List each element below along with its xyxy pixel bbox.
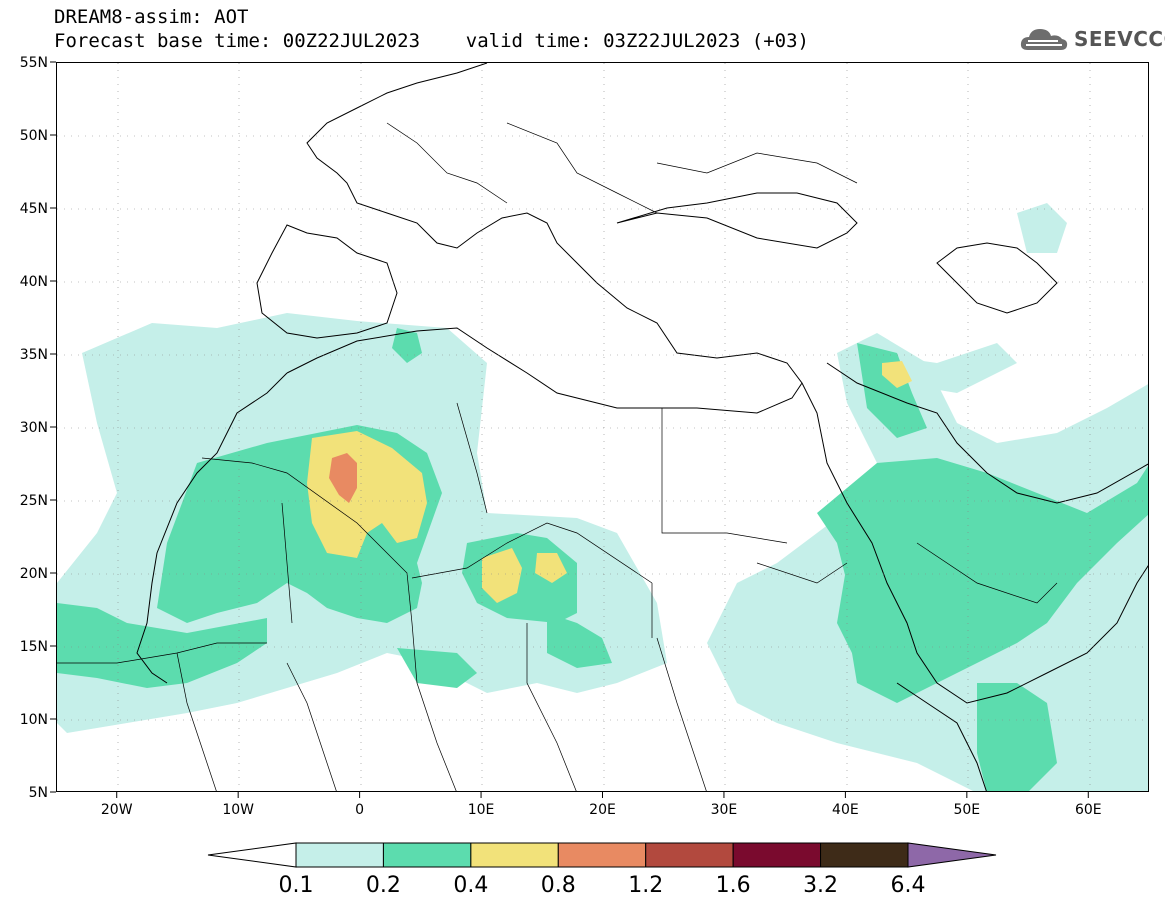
colorbar-segment: [820, 842, 909, 868]
colorbar-label: 0.4: [453, 873, 488, 898]
colorbar-label: 0.1: [279, 873, 314, 898]
colorbar-high-arrow: [907, 842, 997, 868]
logo-text: SEEVCCC: [1074, 27, 1165, 51]
seevccc-logo: SEEVCCC: [1018, 24, 1165, 54]
lon-label: 10W: [222, 802, 254, 818]
lon-label: 60E: [1075, 802, 1102, 818]
colorbar-segment: [645, 842, 734, 868]
colorbar-label: 0.2: [366, 873, 401, 898]
lat-label: 5N: [29, 785, 48, 801]
aot-map: [57, 63, 1148, 791]
lat-label: 35N: [20, 347, 48, 363]
country-borders: [57, 122, 1058, 791]
colorbar-low-arrow: [207, 842, 297, 868]
lat-label: 40N: [20, 274, 48, 290]
colorbar-segment: [470, 842, 559, 868]
map-title: DREAM8-assim: AOT: [54, 6, 249, 28]
colorbar-label: 1.2: [628, 873, 663, 898]
lat-label: 50N: [20, 128, 48, 144]
forecast-time-line: Forecast base time: 00Z22JUL2023 valid t…: [54, 30, 809, 52]
lat-label: 20N: [20, 566, 48, 582]
lon-label: 30E: [711, 802, 738, 818]
lat-label: 45N: [20, 201, 48, 217]
colorbar-label: 6.4: [891, 873, 926, 898]
lon-label: 40E: [832, 802, 859, 818]
colorbar-segment: [382, 842, 472, 868]
lat-label: 55N: [20, 55, 48, 71]
lon-label: 20E: [589, 802, 616, 818]
lon-label: 20W: [101, 802, 133, 818]
cloud-icon: [1020, 29, 1068, 50]
aot-contour-0-8: [329, 453, 357, 503]
lat-label: 10N: [20, 712, 48, 728]
lat-label: 15N: [20, 639, 48, 655]
colorbar-label: 0.8: [541, 873, 576, 898]
map-panel: [56, 62, 1149, 792]
lon-label: 0: [355, 802, 364, 818]
lat-label: 25N: [20, 493, 48, 509]
lon-label: 10E: [468, 802, 495, 818]
coastlines: [136, 63, 1148, 791]
grid-lines: [57, 63, 1148, 791]
colorbar-segment: [557, 842, 647, 868]
lat-label: 30N: [20, 420, 48, 436]
colorbar-segment: [295, 842, 384, 868]
colorbar-label: 3.2: [803, 873, 838, 898]
colorbar-label: 1.6: [716, 873, 751, 898]
lon-label: 50E: [953, 802, 980, 818]
colorbar-segment: [732, 842, 822, 868]
